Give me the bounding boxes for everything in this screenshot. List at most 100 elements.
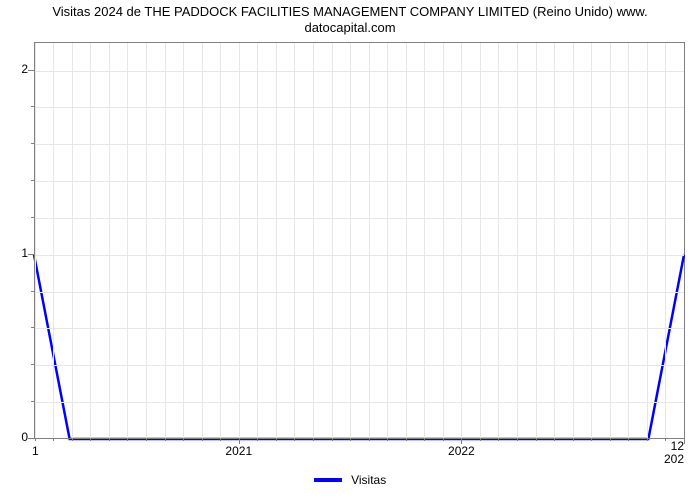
- gridline-v: [220, 43, 221, 439]
- bottom-left-label: 1: [32, 444, 39, 458]
- x-tick-minor: [573, 438, 574, 441]
- y-tick-label: 1: [4, 246, 28, 260]
- plot-area: [34, 42, 685, 439]
- gridline-h: [34, 255, 684, 256]
- x-tick-minor: [350, 438, 351, 441]
- chart-title-line1: Visitas 2024 de THE PADDOCK FACILITIES M…: [52, 4, 647, 19]
- gridline-h-minor: [34, 328, 684, 329]
- gridline-v: [276, 43, 277, 439]
- gridline-h-minor: [34, 144, 684, 145]
- gridline-v: [369, 43, 370, 439]
- y-tick: [28, 254, 34, 255]
- gridline-v: [517, 43, 518, 439]
- x-tick-minor: [424, 438, 425, 441]
- bottom-right-label: 12202: [664, 440, 684, 466]
- gridline-v: [53, 43, 54, 439]
- gridline-v: [332, 43, 333, 439]
- gridline-h-minor: [34, 107, 684, 108]
- y-tick-minor: [31, 217, 34, 218]
- y-tick-label: 0: [4, 430, 28, 444]
- x-tick-minor: [109, 438, 110, 441]
- chart-container: Visitas 2024 de THE PADDOCK FACILITIES M…: [0, 0, 700, 500]
- gridline-v: [90, 43, 91, 439]
- gridline-v: [165, 43, 166, 439]
- x-tick-minor: [406, 438, 407, 441]
- gridline-v: [350, 43, 351, 439]
- x-tick-minor: [146, 438, 147, 441]
- gridline-h-minor: [34, 218, 684, 219]
- gridline-v: [610, 43, 611, 439]
- y-tick-label: 2: [4, 62, 28, 76]
- gridline-v: [591, 43, 592, 439]
- x-tick-minor: [332, 438, 333, 441]
- gridline-v: [443, 43, 444, 439]
- x-tick-minor: [591, 438, 592, 441]
- y-tick-minor: [31, 401, 34, 402]
- x-tick-minor: [276, 438, 277, 441]
- x-tick-minor: [257, 438, 258, 441]
- y-tick-minor: [31, 291, 34, 292]
- gridline-h-minor: [34, 292, 684, 293]
- gridline-v: [239, 43, 240, 439]
- gridline-v: [424, 43, 425, 439]
- gridline-v: [72, 43, 73, 439]
- gridline-h-minor: [34, 181, 684, 182]
- x-tick: [684, 438, 685, 444]
- gridline-v: [406, 43, 407, 439]
- x-axis-line: [34, 438, 684, 439]
- x-tick-minor: [183, 438, 184, 441]
- x-tick-minor: [220, 438, 221, 441]
- gridline-v: [146, 43, 147, 439]
- x-tick-minor: [313, 438, 314, 441]
- y-tick: [28, 70, 34, 71]
- gridline-v: [480, 43, 481, 439]
- x-tick-label: 2021: [225, 444, 252, 458]
- y-tick-minor: [31, 180, 34, 181]
- gridline-v: [461, 43, 462, 439]
- y-tick-minor: [31, 143, 34, 144]
- gridline-v: [387, 43, 388, 439]
- x-tick-minor: [35, 438, 36, 441]
- gridline-h-minor: [34, 365, 684, 366]
- x-tick-minor: [90, 438, 91, 441]
- gridline-v: [498, 43, 499, 439]
- gridline-v: [183, 43, 184, 439]
- x-tick-minor: [536, 438, 537, 441]
- y-tick-minor: [31, 364, 34, 365]
- gridline-v: [628, 43, 629, 439]
- x-tick-minor: [387, 438, 388, 441]
- legend: Visitas: [0, 472, 700, 487]
- gridline-v: [127, 43, 128, 439]
- y-tick-minor: [31, 327, 34, 328]
- gridline-v: [109, 43, 110, 439]
- x-tick-minor: [628, 438, 629, 441]
- y-tick-minor: [31, 106, 34, 107]
- x-tick-minor: [53, 438, 54, 441]
- x-tick-minor: [294, 438, 295, 441]
- x-tick-minor: [72, 438, 73, 441]
- x-tick-minor: [647, 438, 648, 441]
- gridline-h-minor: [34, 402, 684, 403]
- x-tick-minor: [554, 438, 555, 441]
- gridline-v: [554, 43, 555, 439]
- x-tick-minor: [610, 438, 611, 441]
- chart-title: Visitas 2024 de THE PADDOCK FACILITIES M…: [0, 4, 700, 35]
- gridline-v: [665, 43, 666, 439]
- legend-swatch: [314, 478, 342, 482]
- gridline-v: [202, 43, 203, 439]
- chart-title-line2: datocapital.com: [304, 20, 395, 35]
- gridline-v: [573, 43, 574, 439]
- gridline-h: [34, 71, 684, 72]
- gridline-v: [536, 43, 537, 439]
- legend-label: Visitas: [351, 473, 386, 487]
- x-tick-minor: [517, 438, 518, 441]
- x-tick-minor: [369, 438, 370, 441]
- x-tick-minor: [127, 438, 128, 441]
- gridline-v: [257, 43, 258, 439]
- y-axis-line: [34, 43, 35, 439]
- x-tick-minor: [480, 438, 481, 441]
- line-series: [34, 43, 684, 439]
- x-tick-minor: [202, 438, 203, 441]
- x-tick-minor: [498, 438, 499, 441]
- x-tick-minor: [165, 438, 166, 441]
